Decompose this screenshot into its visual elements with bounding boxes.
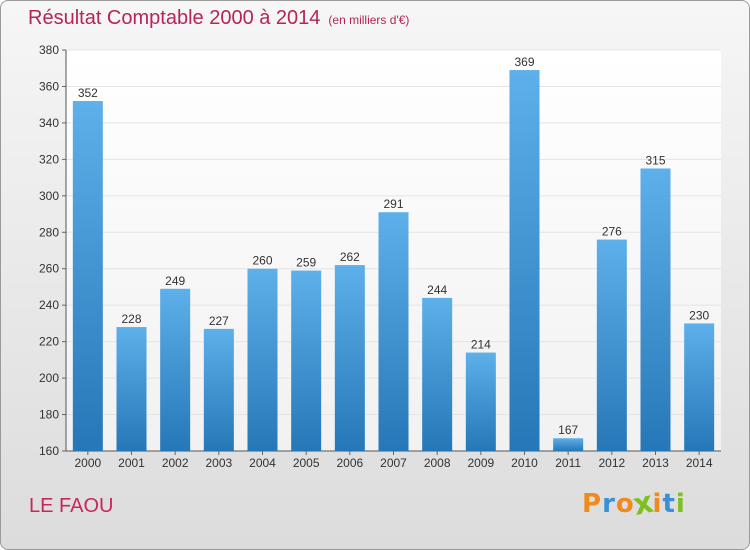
bar-value-label: 167 xyxy=(558,423,578,437)
chart-title: Résultat Comptable 2000 à 2014 (en millie… xyxy=(28,7,409,30)
y-tick-label: 380 xyxy=(39,43,59,57)
bar-value-label: 227 xyxy=(209,314,229,328)
logo-letter: t xyxy=(662,489,676,519)
bar xyxy=(684,323,715,451)
bar-value-label: 260 xyxy=(252,254,272,268)
logo-letter: i xyxy=(675,489,686,519)
bar xyxy=(291,270,322,451)
bar xyxy=(509,70,540,452)
x-tick-label: 2007 xyxy=(380,456,407,470)
x-tick-label: 2008 xyxy=(424,456,451,470)
chart-title-text: Résultat Comptable 2000 à 2014 xyxy=(28,7,321,29)
x-tick-label: 2012 xyxy=(598,456,625,470)
logo-letter: P xyxy=(582,489,603,519)
y-tick-label: 280 xyxy=(39,225,59,239)
bar-value-label: 244 xyxy=(427,283,447,297)
x-tick-label: 2002 xyxy=(162,456,189,470)
y-tick-label: 200 xyxy=(39,371,59,385)
y-tick-label: 160 xyxy=(39,444,59,458)
bar xyxy=(72,101,103,451)
y-tick-label: 300 xyxy=(39,189,59,203)
bar xyxy=(247,268,278,451)
bar-value-label: 228 xyxy=(121,312,141,326)
bar-value-label: 230 xyxy=(689,308,709,322)
y-tick-label: 240 xyxy=(39,298,59,312)
bar xyxy=(116,327,147,451)
x-tick-label: 2013 xyxy=(642,456,669,470)
x-tick-label: 2004 xyxy=(249,456,276,470)
bar xyxy=(596,239,627,451)
bar-value-label: 315 xyxy=(645,153,665,167)
bar xyxy=(378,212,409,451)
y-tick-label: 320 xyxy=(39,152,59,166)
bar-value-label: 249 xyxy=(165,274,185,288)
logo-letter: r xyxy=(602,489,616,519)
y-tick-label: 220 xyxy=(39,335,59,349)
bar xyxy=(465,352,496,451)
x-tick-label: 2009 xyxy=(467,456,494,470)
bar-value-label: 214 xyxy=(471,338,491,352)
x-tick-label: 2006 xyxy=(336,456,363,470)
y-tick-label: 180 xyxy=(39,408,59,422)
bar xyxy=(553,438,584,451)
commune-name: LE FAOU xyxy=(29,495,114,517)
x-tick-label: 2014 xyxy=(686,456,713,470)
bar-value-label: 262 xyxy=(340,250,360,264)
bar xyxy=(160,288,191,451)
bar-value-label: 352 xyxy=(78,86,98,100)
logo-letter: i xyxy=(652,489,663,519)
y-tick-label: 260 xyxy=(39,262,59,276)
bar-value-label: 291 xyxy=(383,197,403,211)
x-tick-label: 2010 xyxy=(511,456,538,470)
proxiti-logo: Proxiti xyxy=(582,485,686,523)
chart-subtitle: (en milliers d'€) xyxy=(328,13,410,27)
bar xyxy=(640,168,671,451)
x-tick-label: 2005 xyxy=(293,456,320,470)
bar xyxy=(422,297,453,451)
logo-letter: o xyxy=(615,489,635,519)
bar-value-label: 369 xyxy=(514,55,534,69)
bar xyxy=(334,265,365,451)
y-tick-label: 340 xyxy=(39,116,59,130)
bar-value-label: 276 xyxy=(602,225,622,239)
y-tick-label: 360 xyxy=(39,79,59,93)
x-tick-label: 2001 xyxy=(118,456,145,470)
x-tick-label: 2011 xyxy=(555,456,581,470)
x-tick-label: 2000 xyxy=(74,456,101,470)
x-tick-label: 2003 xyxy=(205,456,232,470)
bar xyxy=(203,328,234,451)
bar-value-label: 259 xyxy=(296,256,316,270)
